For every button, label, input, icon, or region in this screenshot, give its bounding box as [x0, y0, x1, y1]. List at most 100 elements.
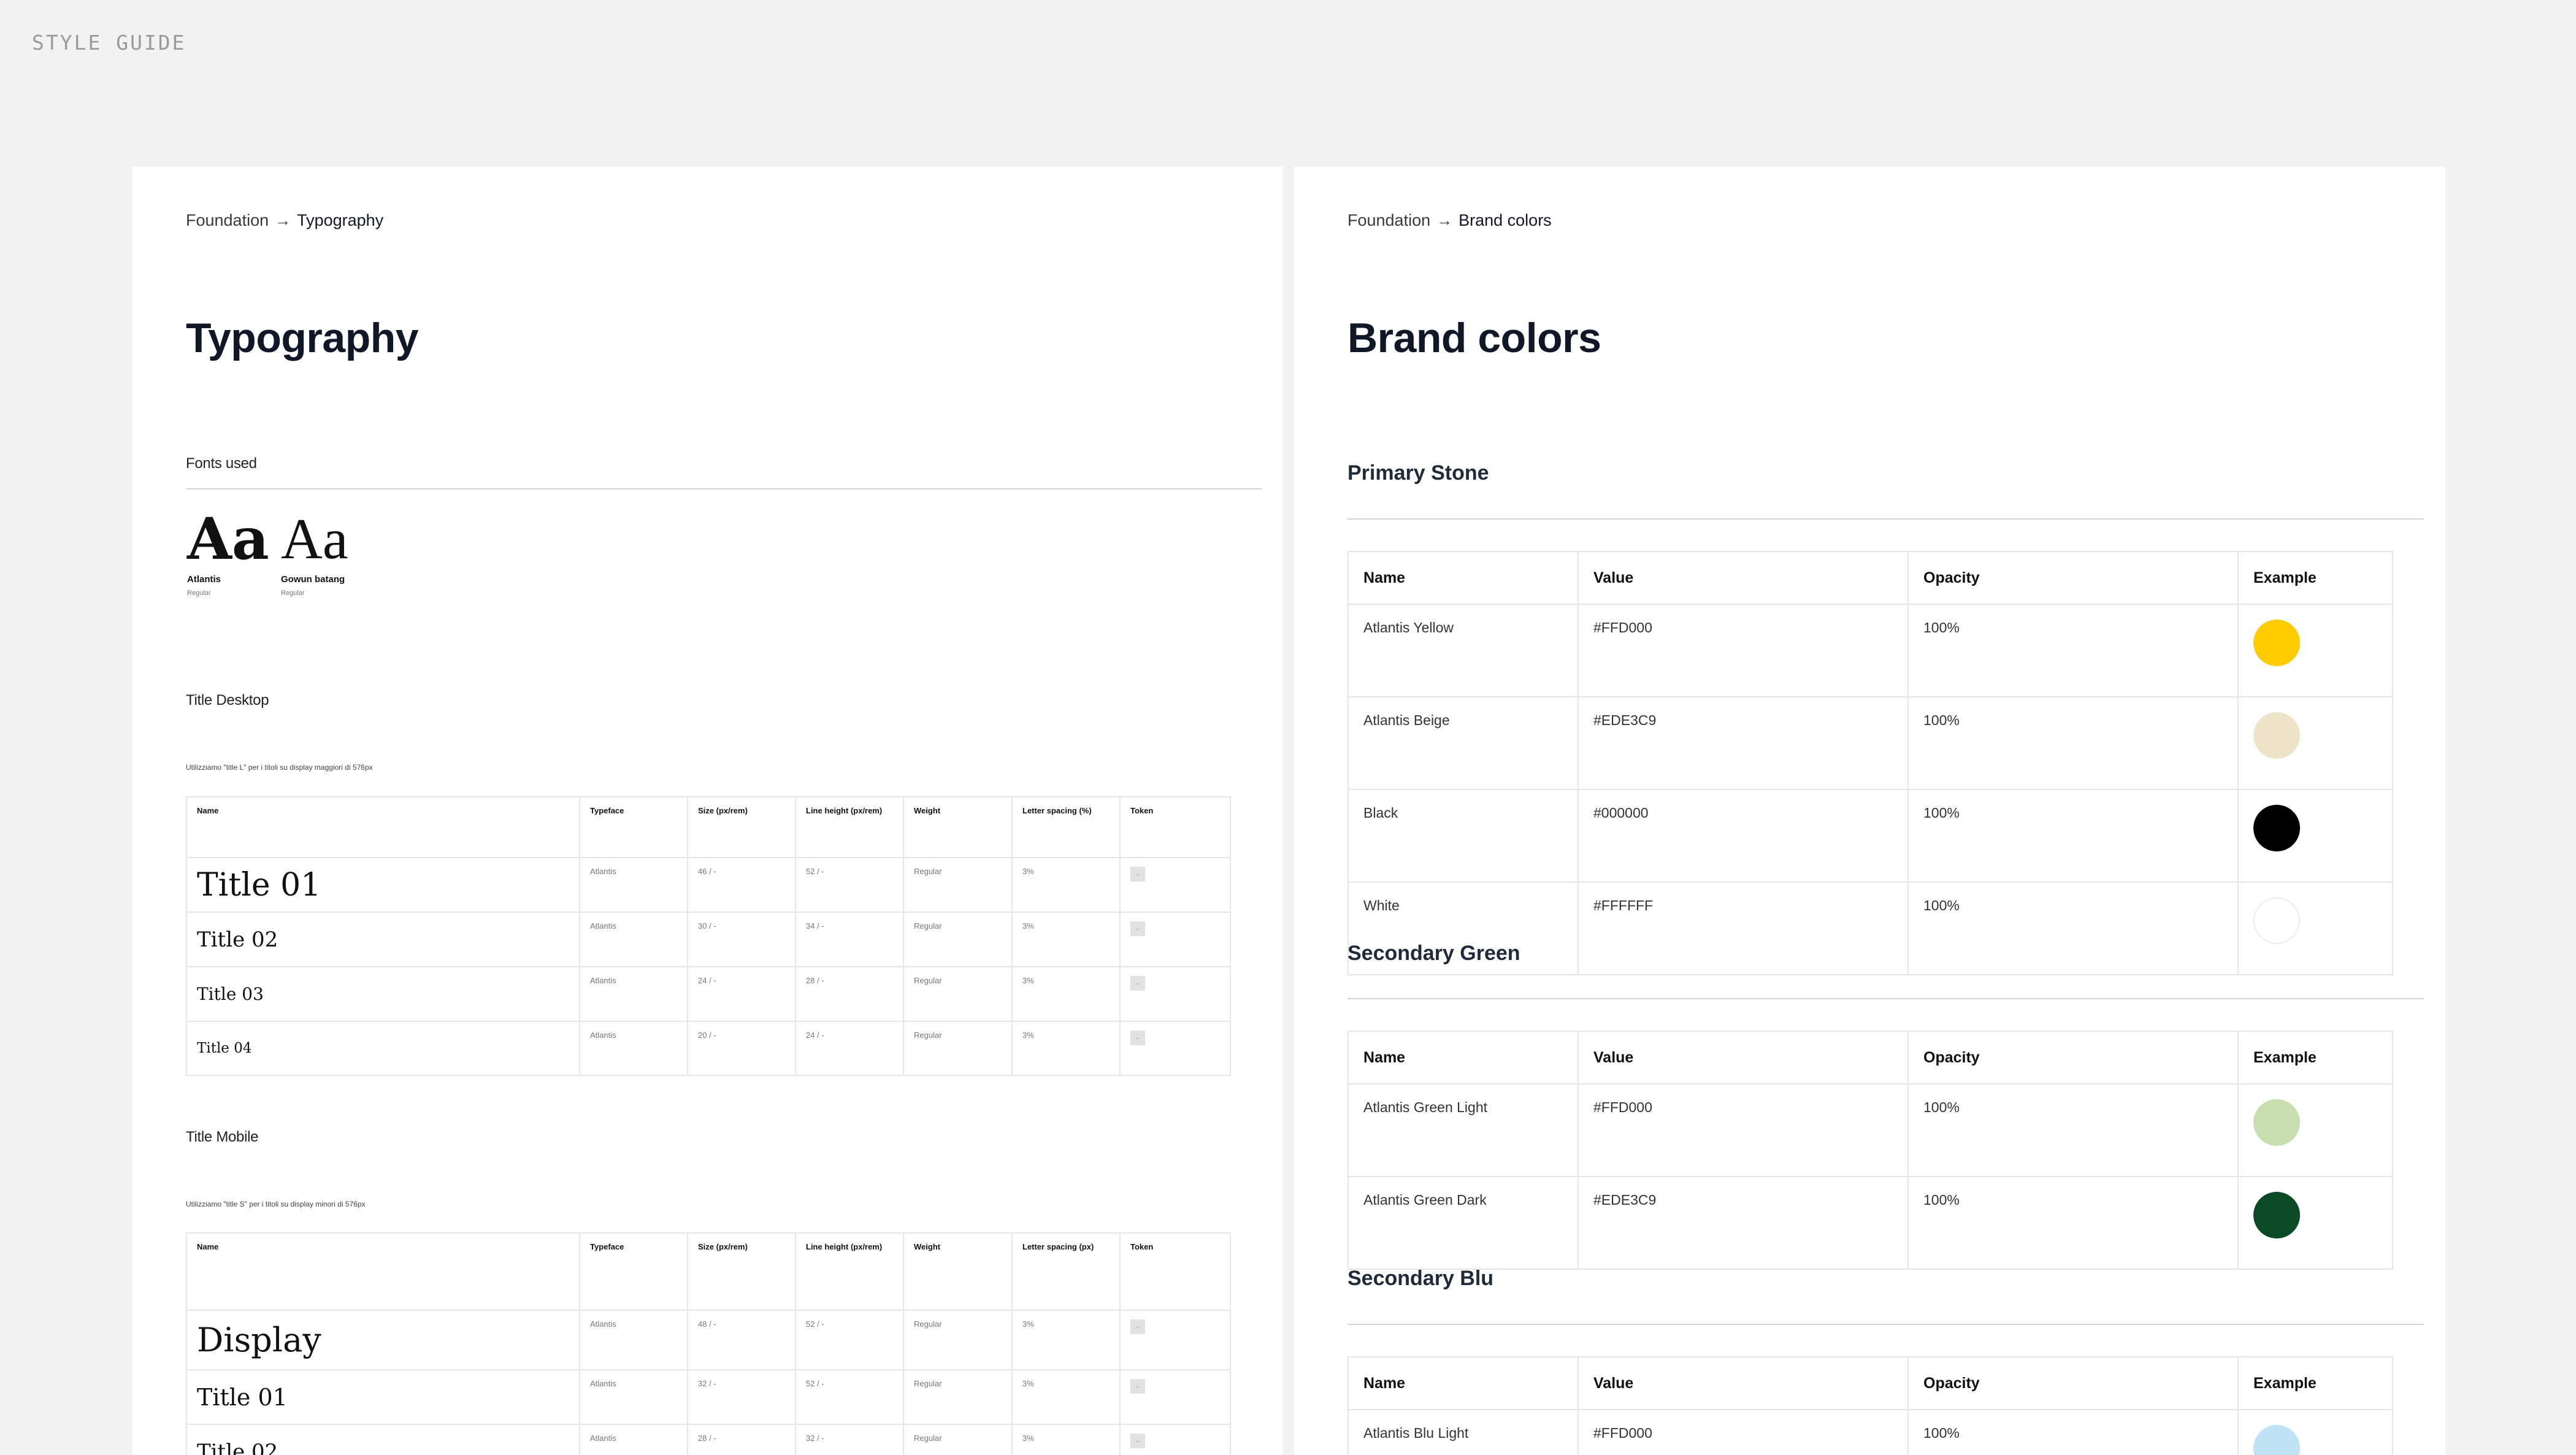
color-swatch[interactable]: [2253, 712, 2300, 759]
color-name: Atlantis Beige: [1347, 696, 1579, 790]
style-name: Title 02: [186, 1424, 580, 1455]
color-swatch[interactable]: [2253, 1425, 2300, 1455]
token-cell: -: [1119, 1424, 1231, 1455]
column-header: Letter spacing (%): [1011, 796, 1121, 858]
weight-cell: Regular: [903, 1021, 1013, 1076]
typography-frame: Foundation → Typography Typography Fonts…: [132, 167, 1282, 1455]
column-header: Typeface: [579, 796, 688, 858]
column-header: Name: [186, 1232, 580, 1311]
column-header: Line height (px/rem): [795, 796, 904, 858]
color-name: Atlantis Green Dark: [1347, 1176, 1579, 1270]
column-header: Name: [186, 796, 580, 858]
table-header-row: Name Value Opacity Example: [1347, 1356, 2393, 1410]
table-row: Title 03 Atlantis 24 / - 28 / - Regular …: [186, 966, 1231, 1022]
color-swatch[interactable]: [2253, 805, 2300, 851]
color-swatch[interactable]: [2253, 897, 2300, 944]
example-cell: [2237, 789, 2393, 883]
color-name: Atlantis Blu Light: [1347, 1409, 1579, 1455]
column-header: Opacity: [1907, 551, 2239, 605]
table-row: Title 02 Atlantis 28 / - 32 / - Regular …: [186, 1424, 1231, 1455]
page-title: Typography: [186, 315, 419, 361]
size-cell: 20 / -: [687, 1021, 796, 1076]
typeface-cell: Atlantis: [579, 1424, 688, 1455]
color-value: #FFD000: [1577, 1083, 1909, 1177]
color-name: Atlantis Yellow: [1347, 604, 1579, 697]
font-name: Atlantis: [187, 574, 221, 585]
font-name: Gowun batang: [281, 574, 345, 585]
style-name: Title 01: [186, 1369, 580, 1425]
table-row: Title 01 Atlantis 32 / - 52 / - Regular …: [186, 1369, 1231, 1425]
column-header: Token: [1119, 1232, 1231, 1311]
breadcrumb-parent[interactable]: Foundation: [1347, 211, 1431, 229]
token-chip[interactable]: -: [1130, 1319, 1145, 1334]
token-chip[interactable]: -: [1130, 1434, 1145, 1448]
column-header: Size (px/rem): [687, 1232, 796, 1311]
title-mobile-label: Title Mobile: [186, 1129, 259, 1145]
typeface-cell: Atlantis: [579, 857, 688, 913]
column-header: Opacity: [1907, 1356, 2239, 1410]
column-header: Line height (px/rem): [795, 1232, 904, 1311]
weight-cell: Regular: [903, 1369, 1013, 1425]
column-header: Weight: [903, 796, 1013, 858]
table-row: Atlantis Green Light #FFD000 100%: [1347, 1083, 2393, 1177]
secondary-blu-table: Name Value Opacity Example Atlantis Blu …: [1347, 1356, 2393, 1455]
line-height-cell: 24 / -: [795, 1021, 904, 1076]
breadcrumb-parent[interactable]: Foundation: [186, 211, 269, 229]
token-chip[interactable]: -: [1130, 976, 1145, 991]
spacing-cell: 3%: [1011, 1424, 1121, 1455]
arrow-right-icon: →: [1436, 211, 1453, 229]
token-chip[interactable]: -: [1130, 1031, 1145, 1045]
breadcrumb-current: Typography: [297, 211, 384, 229]
token-chip[interactable]: -: [1130, 867, 1145, 881]
size-cell: 30 / -: [687, 912, 796, 967]
column-header: Letter spacing (px): [1011, 1232, 1121, 1311]
color-value: #FFD000: [1577, 604, 1909, 697]
brand-colors-frame: Foundation → Brand colors Brand colors P…: [1294, 167, 2445, 1455]
style-name: Title 02: [186, 912, 580, 967]
token-chip[interactable]: -: [1130, 1379, 1145, 1394]
token-cell: -: [1119, 912, 1231, 967]
group-title-secondary-green: Secondary Green: [1347, 942, 1520, 965]
color-swatch[interactable]: [2253, 1192, 2300, 1238]
table-header-row: Name Typeface Size (px/rem) Line height …: [186, 796, 1231, 858]
column-header: Name: [1347, 1031, 1579, 1085]
table-row: Atlantis Beige #EDE3C9 100%: [1347, 696, 2393, 790]
line-height-cell: 34 / -: [795, 912, 904, 967]
arrow-right-icon: →: [275, 211, 291, 229]
color-value: #EDE3C9: [1577, 1176, 1909, 1270]
desktop-note: Utilizziamo "title L" per i titoli su di…: [186, 763, 373, 772]
color-swatch[interactable]: [2253, 1099, 2300, 1146]
example-cell: [2237, 1409, 2393, 1455]
table-row: White #FFFFFF 100%: [1347, 881, 2393, 975]
table-row: Atlantis Yellow #FFD000 100%: [1347, 604, 2393, 697]
group-title-primary-stone: Primary Stone: [1347, 461, 1489, 485]
color-name: Atlantis Green Light: [1347, 1083, 1579, 1177]
spacing-cell: 3%: [1011, 1021, 1121, 1076]
divider: [1347, 518, 2424, 520]
weight-cell: Regular: [903, 857, 1013, 913]
spacing-cell: 3%: [1011, 966, 1121, 1022]
spacing-cell: 3%: [1011, 1310, 1121, 1370]
color-opacity: 100%: [1907, 1083, 2239, 1177]
size-cell: 32 / -: [687, 1369, 796, 1425]
column-header: Example: [2237, 551, 2393, 605]
example-cell: [2237, 881, 2393, 975]
table-header-row: Name Value Opacity Example: [1347, 1031, 2393, 1085]
table-row: Title 04 Atlantis 20 / - 24 / - Regular …: [186, 1021, 1231, 1076]
table-row: Display Atlantis 48 / - 52 / - Regular 3…: [186, 1310, 1231, 1370]
color-value: #FFD000: [1577, 1409, 1909, 1455]
token-chip[interactable]: -: [1130, 921, 1145, 936]
font-card-gowun-batang: Aa Gowun batang Regular: [281, 510, 348, 597]
column-header: Value: [1577, 1031, 1909, 1085]
table-header-row: Name Typeface Size (px/rem) Line height …: [186, 1232, 1231, 1311]
line-height-cell: 52 / -: [795, 1369, 904, 1425]
color-swatch[interactable]: [2253, 620, 2300, 666]
color-name: Black: [1347, 789, 1579, 883]
color-value: #000000: [1577, 789, 1909, 883]
weight-cell: Regular: [903, 1424, 1013, 1455]
table-header-row: Name Value Opacity Example: [1347, 551, 2393, 605]
typeface-cell: Atlantis: [579, 1021, 688, 1076]
color-value: #EDE3C9: [1577, 696, 1909, 790]
column-header: Name: [1347, 551, 1579, 605]
column-header: Name: [1347, 1356, 1579, 1410]
